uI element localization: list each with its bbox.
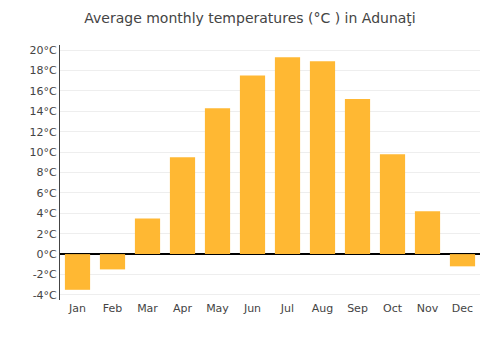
svg-text:-2°C: -2°C: [33, 268, 57, 281]
svg-text:Aug: Aug: [312, 302, 333, 315]
svg-text:2°C: 2°C: [37, 228, 57, 241]
svg-text:Jan: Jan: [68, 302, 86, 315]
svg-text:16°C: 16°C: [30, 85, 57, 98]
svg-text:-4°C: -4°C: [33, 289, 57, 302]
svg-text:Mar: Mar: [137, 302, 158, 315]
svg-text:Apr: Apr: [173, 302, 193, 315]
svg-text:May: May: [206, 302, 229, 315]
svg-text:Dec: Dec: [452, 302, 473, 315]
svg-text:12°C: 12°C: [30, 126, 57, 139]
svg-text:Oct: Oct: [383, 302, 403, 315]
svg-text:6°C: 6°C: [37, 187, 57, 200]
svg-text:18°C: 18°C: [30, 64, 57, 77]
svg-text:0°C: 0°C: [37, 248, 57, 261]
svg-text:4°C: 4°C: [37, 207, 57, 220]
svg-text:Jun: Jun: [243, 302, 261, 315]
svg-text:8°C: 8°C: [37, 166, 57, 179]
svg-text:Feb: Feb: [103, 302, 122, 315]
svg-text:Nov: Nov: [417, 302, 439, 315]
svg-text:Jul: Jul: [280, 302, 294, 315]
svg-text:10°C: 10°C: [30, 146, 57, 159]
svg-text:Average monthly temperatures (: Average monthly temperatures (°C ) in Ad…: [84, 10, 415, 26]
svg-text:14°C: 14°C: [30, 105, 57, 118]
svg-text:Sep: Sep: [347, 302, 368, 315]
svg-text:20°C: 20°C: [30, 44, 57, 57]
